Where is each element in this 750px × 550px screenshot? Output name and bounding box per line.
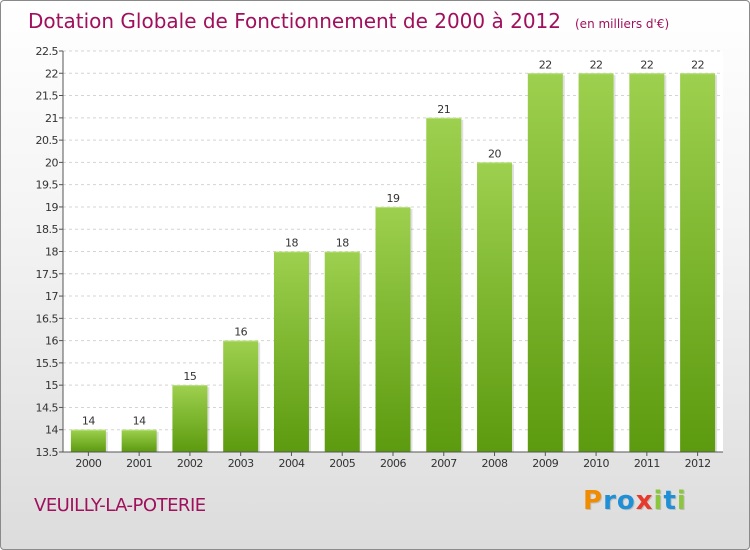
x-tick-label: 2003 <box>228 457 254 470</box>
y-tick-label: 20.5 <box>36 134 59 147</box>
y-tick-label: 14.5 <box>36 401 59 414</box>
data-label: 22 <box>640 58 653 71</box>
y-tick-label: 22 <box>45 67 58 80</box>
bar <box>121 429 157 452</box>
data-label: 22 <box>590 58 603 71</box>
proxiti-logo: Proxiti <box>583 488 687 514</box>
x-tick-label: 2010 <box>583 457 609 470</box>
commune-name: VEUILLY-LA-POTERIE <box>34 495 206 516</box>
bar <box>477 162 513 452</box>
y-tick-label: 21.5 <box>36 90 59 103</box>
data-label: 14 <box>133 415 146 428</box>
x-tick-label: 2011 <box>634 457 660 470</box>
y-tick-label: 17 <box>45 290 58 303</box>
x-tick-label: 2000 <box>75 457 101 470</box>
data-label: 15 <box>183 370 196 383</box>
logo-letter: P <box>583 486 604 516</box>
y-tick-label: 19.5 <box>36 179 59 192</box>
logo-letter: t <box>663 486 677 516</box>
y-tick-label: 20 <box>45 156 58 169</box>
bar <box>375 206 411 452</box>
y-tick-label: 15 <box>45 379 58 392</box>
bars <box>70 73 718 453</box>
y-tick-label: 18.5 <box>36 223 59 236</box>
y-tick-label: 17.5 <box>36 268 59 281</box>
x-tick-label: 2008 <box>482 457 508 470</box>
bar <box>578 73 614 453</box>
bar <box>680 73 716 453</box>
data-label: 19 <box>387 192 400 205</box>
logo-letter: o <box>616 486 636 516</box>
data-label: 22 <box>691 58 704 71</box>
y-tick-label: 16.5 <box>36 312 59 325</box>
data-label: 16 <box>234 326 247 339</box>
y-tick-label: 16 <box>45 335 58 348</box>
data-label: 21 <box>437 103 450 116</box>
data-label: 22 <box>539 58 552 71</box>
y-tick-label: 13.5 <box>36 446 59 459</box>
x-tick-label: 2004 <box>278 457 304 470</box>
x-tick-label: 2007 <box>431 457 457 470</box>
axes <box>59 50 723 456</box>
data-label: 20 <box>488 147 501 160</box>
data-label: 18 <box>336 237 349 250</box>
bar <box>273 251 309 452</box>
y-tick-label: 22.5 <box>36 45 59 58</box>
x-tick-label: 2006 <box>380 457 406 470</box>
x-tick-label: 2012 <box>685 457 711 470</box>
y-tick-label: 14 <box>45 424 58 437</box>
logo-letter: x <box>635 486 654 516</box>
data-label: 14 <box>82 415 95 428</box>
data-label: 18 <box>285 237 298 250</box>
bar <box>426 117 462 452</box>
bar <box>527 73 563 453</box>
x-tick-label: 2005 <box>329 457 355 470</box>
logo-letter: i <box>676 486 687 516</box>
chart-subtitle: (en milliers d'€) <box>575 17 670 31</box>
logo-letter: r <box>603 486 617 516</box>
bar <box>70 429 106 452</box>
y-tick-label: 18 <box>45 246 58 259</box>
bar <box>223 340 259 452</box>
y-tick-label: 21 <box>45 112 58 125</box>
title-row: Dotation Globale de Fonctionnement de 20… <box>28 9 669 33</box>
y-tick-label: 19 <box>45 201 58 214</box>
x-tick-label: 2001 <box>126 457 152 470</box>
logo-letter: i <box>653 486 664 516</box>
bar <box>629 73 665 453</box>
bar <box>172 385 208 452</box>
y-tick-label: 15.5 <box>36 357 59 370</box>
x-tick-label: 2002 <box>177 457 203 470</box>
labels: 13.5 14 14.5 15 15.5 16 16.5 17 17.5 18 18.5 19 19.5… <box>36 45 712 470</box>
chart-title: Dotation Globale de Fonctionnement de 20… <box>28 9 561 33</box>
bar <box>324 251 360 452</box>
x-tick-label: 2009 <box>532 457 558 470</box>
